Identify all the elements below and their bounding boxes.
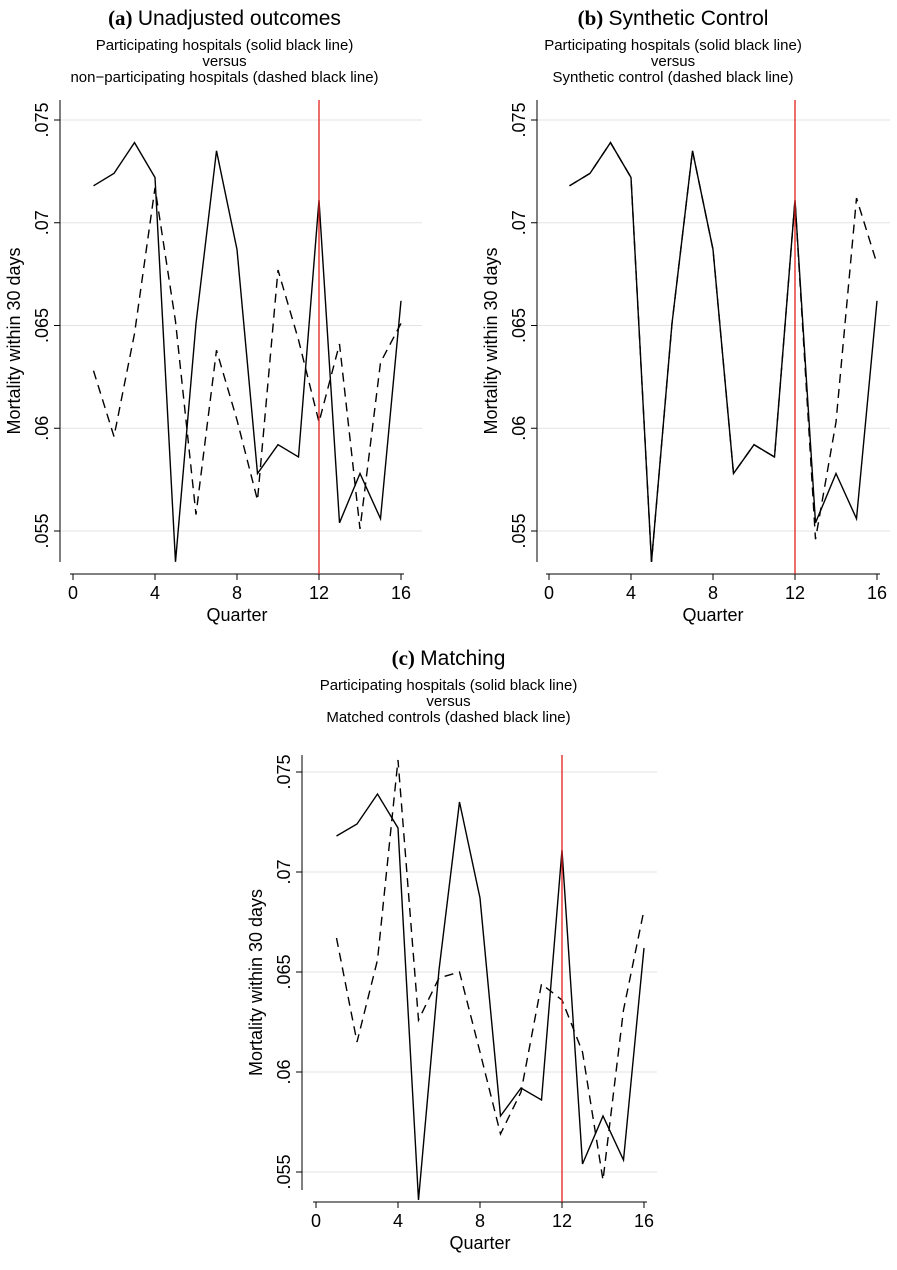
y-tick-label: .06 [274, 1059, 294, 1084]
y-tick-label: .07 [32, 210, 52, 235]
subtitle-line-1: Participating hospitals (solid black lin… [319, 677, 578, 694]
y-tick-label: .065 [509, 308, 529, 343]
x-tick-label: 4 [626, 583, 636, 603]
series-line-dashed [569, 141, 878, 562]
panel-a: (a) Unadjusted outcomes Participating ho… [0, 0, 449, 630]
y-axis-label: Mortality within 30 days [481, 247, 501, 434]
y-tick-label: .075 [509, 102, 529, 137]
chart-title-text: Synthetic Control [608, 7, 769, 30]
x-axis-label: Quarter [206, 605, 267, 625]
subtitle-line-3: Synthetic control (dashed black line) [552, 69, 794, 86]
x-tick-label: 16 [867, 583, 887, 603]
subtitle-line-2: versus [650, 53, 696, 70]
panel-label: (a) [108, 6, 133, 30]
x-tick-label: 0 [311, 1211, 321, 1231]
x-tick-label: 16 [391, 583, 411, 603]
x-tick-label: 0 [544, 583, 554, 603]
panel-label: (b) [577, 6, 604, 30]
x-axis-label: Quarter [682, 605, 743, 625]
panel-label: (c) [391, 646, 415, 670]
chart-title-text: Unadjusted outcomes [137, 7, 341, 30]
x-tick-label: 16 [634, 1211, 654, 1231]
chart-plot: .055 .06 .065 .07 .075 Mortality within 30 da… [246, 754, 657, 1253]
series-line-dashed [335, 759, 645, 1181]
series-line-solid [336, 792, 645, 1201]
y-tick-label: .075 [32, 102, 52, 137]
y-tick-label: .075 [274, 754, 294, 789]
y-tick-label: .06 [32, 416, 52, 441]
y-axis-label: Mortality within 30 days [4, 247, 24, 434]
series-line-dashed [92, 187, 402, 529]
series-line-solid [569, 141, 878, 562]
x-tick-label: 4 [393, 1211, 403, 1231]
x-tick-label: 8 [708, 583, 718, 603]
y-tick-label: .07 [274, 859, 294, 884]
chart-title: (c) Matching [224, 646, 673, 671]
series-line-solid [93, 141, 402, 562]
chart-subtitle: Participating hospitals (solid black lin… [0, 38, 449, 86]
x-tick-label: 8 [475, 1211, 485, 1231]
subtitle-line-3: Matched controls (dashed black line) [326, 709, 571, 726]
x-tick-label: 12 [309, 583, 329, 603]
chart-subtitle: Participating hospitals (solid black lin… [449, 38, 897, 86]
subtitle-line-1: Participating hospitals (solid black lin… [544, 37, 802, 54]
chart-plot: .055 .06 .065 .07 .075 Mortality within 30 da… [4, 100, 422, 625]
chart-title-text: Matching [420, 647, 506, 670]
chart-title: (a) Unadjusted outcomes [0, 6, 449, 31]
chart-title: (b) Synthetic Control [449, 6, 897, 31]
chart-plot: .055 .06 .065 .07 .075 Mortality within 30 da… [481, 100, 890, 625]
x-axis-label: Quarter [449, 1233, 510, 1253]
y-axis-label: Mortality within 30 days [246, 889, 266, 1076]
y-tick-label: .055 [32, 513, 52, 548]
y-tick-label: .055 [509, 513, 529, 548]
x-tick-label: 12 [785, 583, 805, 603]
subtitle-line-1: Participating hospitals (solid black lin… [95, 37, 354, 54]
subtitle-line-2: versus [426, 693, 471, 710]
y-tick-label: .065 [32, 308, 52, 343]
y-tick-label: .06 [509, 416, 529, 441]
chart-subtitle: Participating hospitals (solid black lin… [224, 678, 673, 726]
panel-b: (b) Synthetic Control Participating hosp… [449, 0, 897, 630]
y-tick-label: .055 [274, 1154, 294, 1189]
panel-c: (c) Matching Participating hospitals (so… [224, 640, 673, 1270]
subtitle-line-3: non−participating hospitals (dashed blac… [70, 69, 379, 86]
y-tick-label: .07 [509, 210, 529, 235]
x-tick-label: 4 [150, 583, 160, 603]
y-tick-label: .065 [274, 954, 294, 989]
subtitle-line-2: versus [202, 53, 247, 70]
x-tick-label: 8 [232, 583, 242, 603]
x-tick-label: 0 [68, 583, 78, 603]
x-tick-label: 12 [552, 1211, 572, 1231]
